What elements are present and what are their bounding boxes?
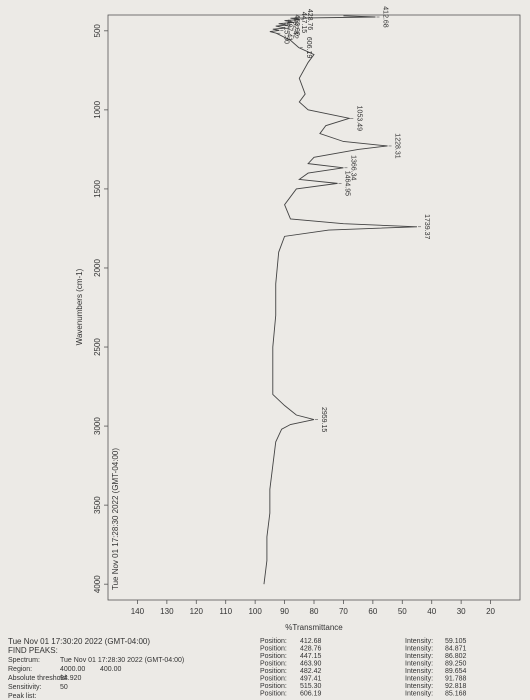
y-tick-label: 30: [457, 607, 466, 616]
peak-list-cell: 515.30: [300, 683, 322, 690]
peak-list-cell: Position:: [260, 690, 287, 697]
y-tick-label: 70: [339, 607, 348, 616]
peak-list-cell: Position:: [260, 683, 287, 690]
spectrum-header: Tue Nov 01 17:28:30 2022 (GMT-04:00): [111, 448, 120, 590]
y-axis-title: %Transmittance: [285, 623, 343, 632]
x-tick-label: 1500: [93, 179, 102, 197]
report-timestamp: Tue Nov 01 17:30:20 2022 (GMT-04:00): [8, 637, 150, 646]
peak-label: 515.30: [282, 23, 289, 45]
peak-list-label: Peak list:: [8, 693, 36, 700]
peak-label: 2959.15: [320, 407, 327, 432]
peak-list-cell: 497.41: [300, 675, 322, 682]
peak-label: 1739.37: [423, 214, 430, 239]
x-axis-title: Wavenumbers (cm-1): [75, 268, 84, 345]
peak-label: 412.68: [382, 6, 389, 28]
peak-list-cell: 59.105: [445, 638, 467, 645]
x-tick-label: 2000: [93, 259, 102, 277]
y-tick-label: 50: [398, 607, 407, 616]
peak-list-cell: 89.654: [445, 668, 467, 675]
peak-list-cell: Position:: [260, 653, 287, 660]
peak-list-cell: Position:: [260, 645, 287, 652]
peak-label: 497.41: [285, 20, 292, 42]
peak-label: 428.76: [306, 9, 313, 31]
peak-label: 463.90: [293, 14, 300, 36]
peak-list-cell: 84.871: [445, 645, 467, 652]
spectrum-line: [263, 15, 418, 585]
x-tick-label: 500: [93, 24, 102, 38]
peak-list-cell: 89.250: [445, 660, 467, 667]
x-tick-label: 4000: [93, 575, 102, 593]
field-value: Tue Nov 01 17:28:30 2022 (GMT-04:00): [60, 657, 184, 664]
peak-list-cell: 606.19: [300, 690, 322, 697]
y-tick-label: 120: [190, 607, 204, 616]
peak-list-cell: 85.168: [445, 690, 467, 697]
field-label: Absolute threshold:: [8, 675, 68, 682]
y-tick-label: 20: [486, 607, 495, 616]
peak-label: 447.15: [300, 12, 307, 34]
x-tick-label: 3000: [93, 417, 102, 435]
peak-list-cell: Intensity:: [405, 638, 433, 645]
y-tick-label: 130: [160, 607, 174, 616]
peak-list-cell: 86.802: [445, 653, 467, 660]
y-tick-label: 110: [219, 607, 232, 616]
peak-list-cell: Position:: [260, 660, 287, 667]
peak-list-cell: Position:: [260, 675, 287, 682]
peak-list-cell: Position:: [260, 638, 287, 645]
y-tick-label: 90: [280, 607, 289, 616]
peak-label: 1366.34: [350, 155, 357, 180]
x-tick-label: 3500: [93, 496, 102, 514]
y-tick-label: 100: [248, 607, 262, 616]
peak-list-cell: 428.76: [300, 645, 322, 652]
peak-label: 1053.49: [355, 106, 362, 131]
field-label: Sensitivity:: [8, 684, 42, 691]
peak-label: 1464.95: [344, 171, 351, 196]
field-value: 50: [60, 684, 68, 691]
peak-list-cell: Intensity:: [405, 668, 433, 675]
peak-list-cell: Intensity:: [405, 690, 433, 697]
field-label: Region:: [8, 666, 32, 673]
peak-list-cell: Intensity:: [405, 660, 433, 667]
x-tick-label: 1000: [93, 100, 102, 118]
field-value: 400.00: [100, 666, 122, 673]
peak-list-cell: Intensity:: [405, 675, 433, 682]
x-tick-label: 2500: [93, 338, 102, 356]
peak-list-cell: 91.788: [445, 675, 467, 682]
peak-list-cell: 447.15: [300, 653, 322, 660]
peak-list-cell: 92.818: [445, 683, 467, 690]
peak-label: 482.42: [292, 17, 299, 39]
peak-list-cell: Intensity:: [405, 683, 433, 690]
y-tick-label: 40: [427, 607, 436, 616]
peak-list-cell: 482.42: [300, 668, 322, 675]
peak-list-cell: 412.68: [300, 638, 322, 645]
peak-label: 606.19: [305, 37, 312, 59]
report-title: FIND PEAKS:: [8, 646, 58, 655]
field-label: Spectrum:: [8, 657, 40, 664]
y-tick-label: 80: [310, 607, 319, 616]
field-value: 94.920: [60, 675, 82, 682]
peak-list-cell: Intensity:: [405, 653, 433, 660]
y-tick-label: 140: [131, 607, 145, 616]
field-value: 4000.00: [60, 666, 85, 673]
peak-list-cell: Intensity:: [405, 645, 433, 652]
peak-label: 1228.31: [394, 133, 401, 158]
peak-list-cell: 463.90: [300, 660, 322, 667]
peak-list-cell: Position:: [260, 668, 287, 675]
y-tick-label: 60: [368, 607, 377, 616]
